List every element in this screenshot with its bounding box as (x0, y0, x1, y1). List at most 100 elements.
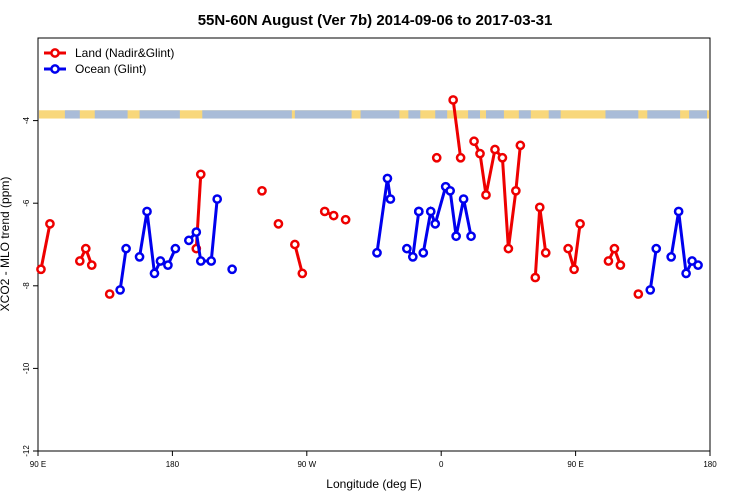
data-point (115, 285, 125, 295)
strip-ocean (294, 110, 352, 119)
data-point (458, 194, 469, 204)
data-point (163, 260, 173, 270)
data-point (633, 289, 644, 299)
data-point (413, 206, 424, 217)
series-line (648, 248, 658, 291)
data-point (469, 136, 479, 147)
data-point (195, 256, 206, 266)
data-point (515, 140, 526, 151)
x-tick-label: 0 (439, 460, 444, 469)
data-point (530, 272, 541, 283)
data-point (673, 206, 684, 217)
data-point (497, 152, 508, 163)
data-point (297, 268, 308, 279)
data-point (170, 243, 181, 254)
x-axis-label: Longitude (deg E) (326, 477, 421, 491)
legend-marker-ocean (50, 64, 60, 74)
data-point (503, 243, 514, 254)
series-line (472, 140, 522, 249)
data-point (227, 264, 237, 275)
strip-ocean (139, 110, 180, 119)
data-point (142, 206, 152, 217)
strip-ocean (94, 110, 128, 119)
series-land (36, 95, 644, 299)
legend: Land (Nadir&Glint) Ocean (Glint) (44, 46, 174, 76)
data-point (74, 256, 85, 266)
x-tick-label: 90 E (567, 460, 583, 469)
series-layer (36, 95, 703, 299)
data-point (402, 243, 412, 254)
data-point (328, 210, 339, 221)
data-point (475, 148, 485, 159)
data-point (372, 247, 382, 258)
data-point (681, 268, 691, 279)
strip-ocean (202, 110, 292, 119)
data-point (490, 144, 500, 155)
data-point (418, 247, 429, 258)
strip-ocean (518, 110, 531, 119)
data-point (212, 194, 223, 204)
series-line (118, 248, 128, 291)
strip-ocean (689, 110, 708, 119)
data-point (451, 231, 461, 242)
data-point (569, 264, 579, 275)
axis-ticks: 90 E 180 90 W 0 90 E 180 -4 -6 -8 -10 -12 (22, 116, 717, 469)
y-tick-label: -12 (22, 445, 31, 457)
y-tick-label: -8 (22, 282, 31, 290)
data-point (273, 219, 284, 229)
data-point (104, 289, 115, 299)
strip-ocean (605, 110, 639, 119)
x-tick-label: 180 (166, 460, 180, 469)
data-point (36, 264, 46, 275)
data-point (121, 243, 131, 254)
data-point (615, 260, 626, 270)
data-point (534, 202, 545, 213)
series-ocean (115, 173, 703, 295)
legend-label-land: Land (Nadir&Glint) (75, 46, 174, 60)
data-point (575, 219, 585, 229)
data-point (134, 252, 145, 262)
data-point (603, 256, 614, 266)
data-point (425, 206, 436, 217)
x-tick-label: 180 (703, 460, 717, 469)
data-point (290, 239, 300, 250)
data-point (45, 219, 55, 229)
data-point (466, 231, 476, 242)
data-point (481, 190, 491, 200)
data-point (666, 252, 677, 262)
legend-label-ocean: Ocean (Glint) (75, 62, 146, 76)
strip-ocean (64, 110, 80, 119)
series-line (293, 244, 304, 274)
y-tick-label: -4 (22, 116, 31, 124)
series-line (533, 207, 548, 278)
data-point (651, 243, 662, 254)
data-point (563, 243, 573, 254)
strip-ocean (435, 110, 448, 119)
legend-marker-land (50, 48, 60, 58)
y-tick-label: -10 (22, 362, 31, 374)
land-ocean-strip (39, 110, 709, 119)
chart-title: 55N-60N August (Ver 7b) 2014-09-06 to 20… (198, 12, 553, 29)
data-point (206, 256, 217, 266)
data-point (431, 152, 442, 163)
data-point (340, 214, 351, 225)
data-point (609, 243, 620, 254)
data-point (448, 95, 458, 105)
data-point (382, 173, 393, 184)
strip-ocean (468, 110, 481, 119)
data-point (195, 169, 206, 180)
data-point (183, 235, 194, 246)
series-line (375, 178, 392, 253)
data-point (693, 260, 703, 270)
data-point (319, 206, 330, 217)
series-line (451, 99, 463, 158)
data-point (257, 185, 267, 196)
data-point (430, 219, 441, 229)
y-axis-label: XCO2 - MLO trend (ppm) (0, 177, 12, 312)
data-point (155, 256, 166, 266)
strip-ocean (408, 110, 421, 119)
data-point (80, 243, 91, 254)
x-tick-label: 90 W (297, 460, 316, 469)
strip-ocean (548, 110, 561, 119)
